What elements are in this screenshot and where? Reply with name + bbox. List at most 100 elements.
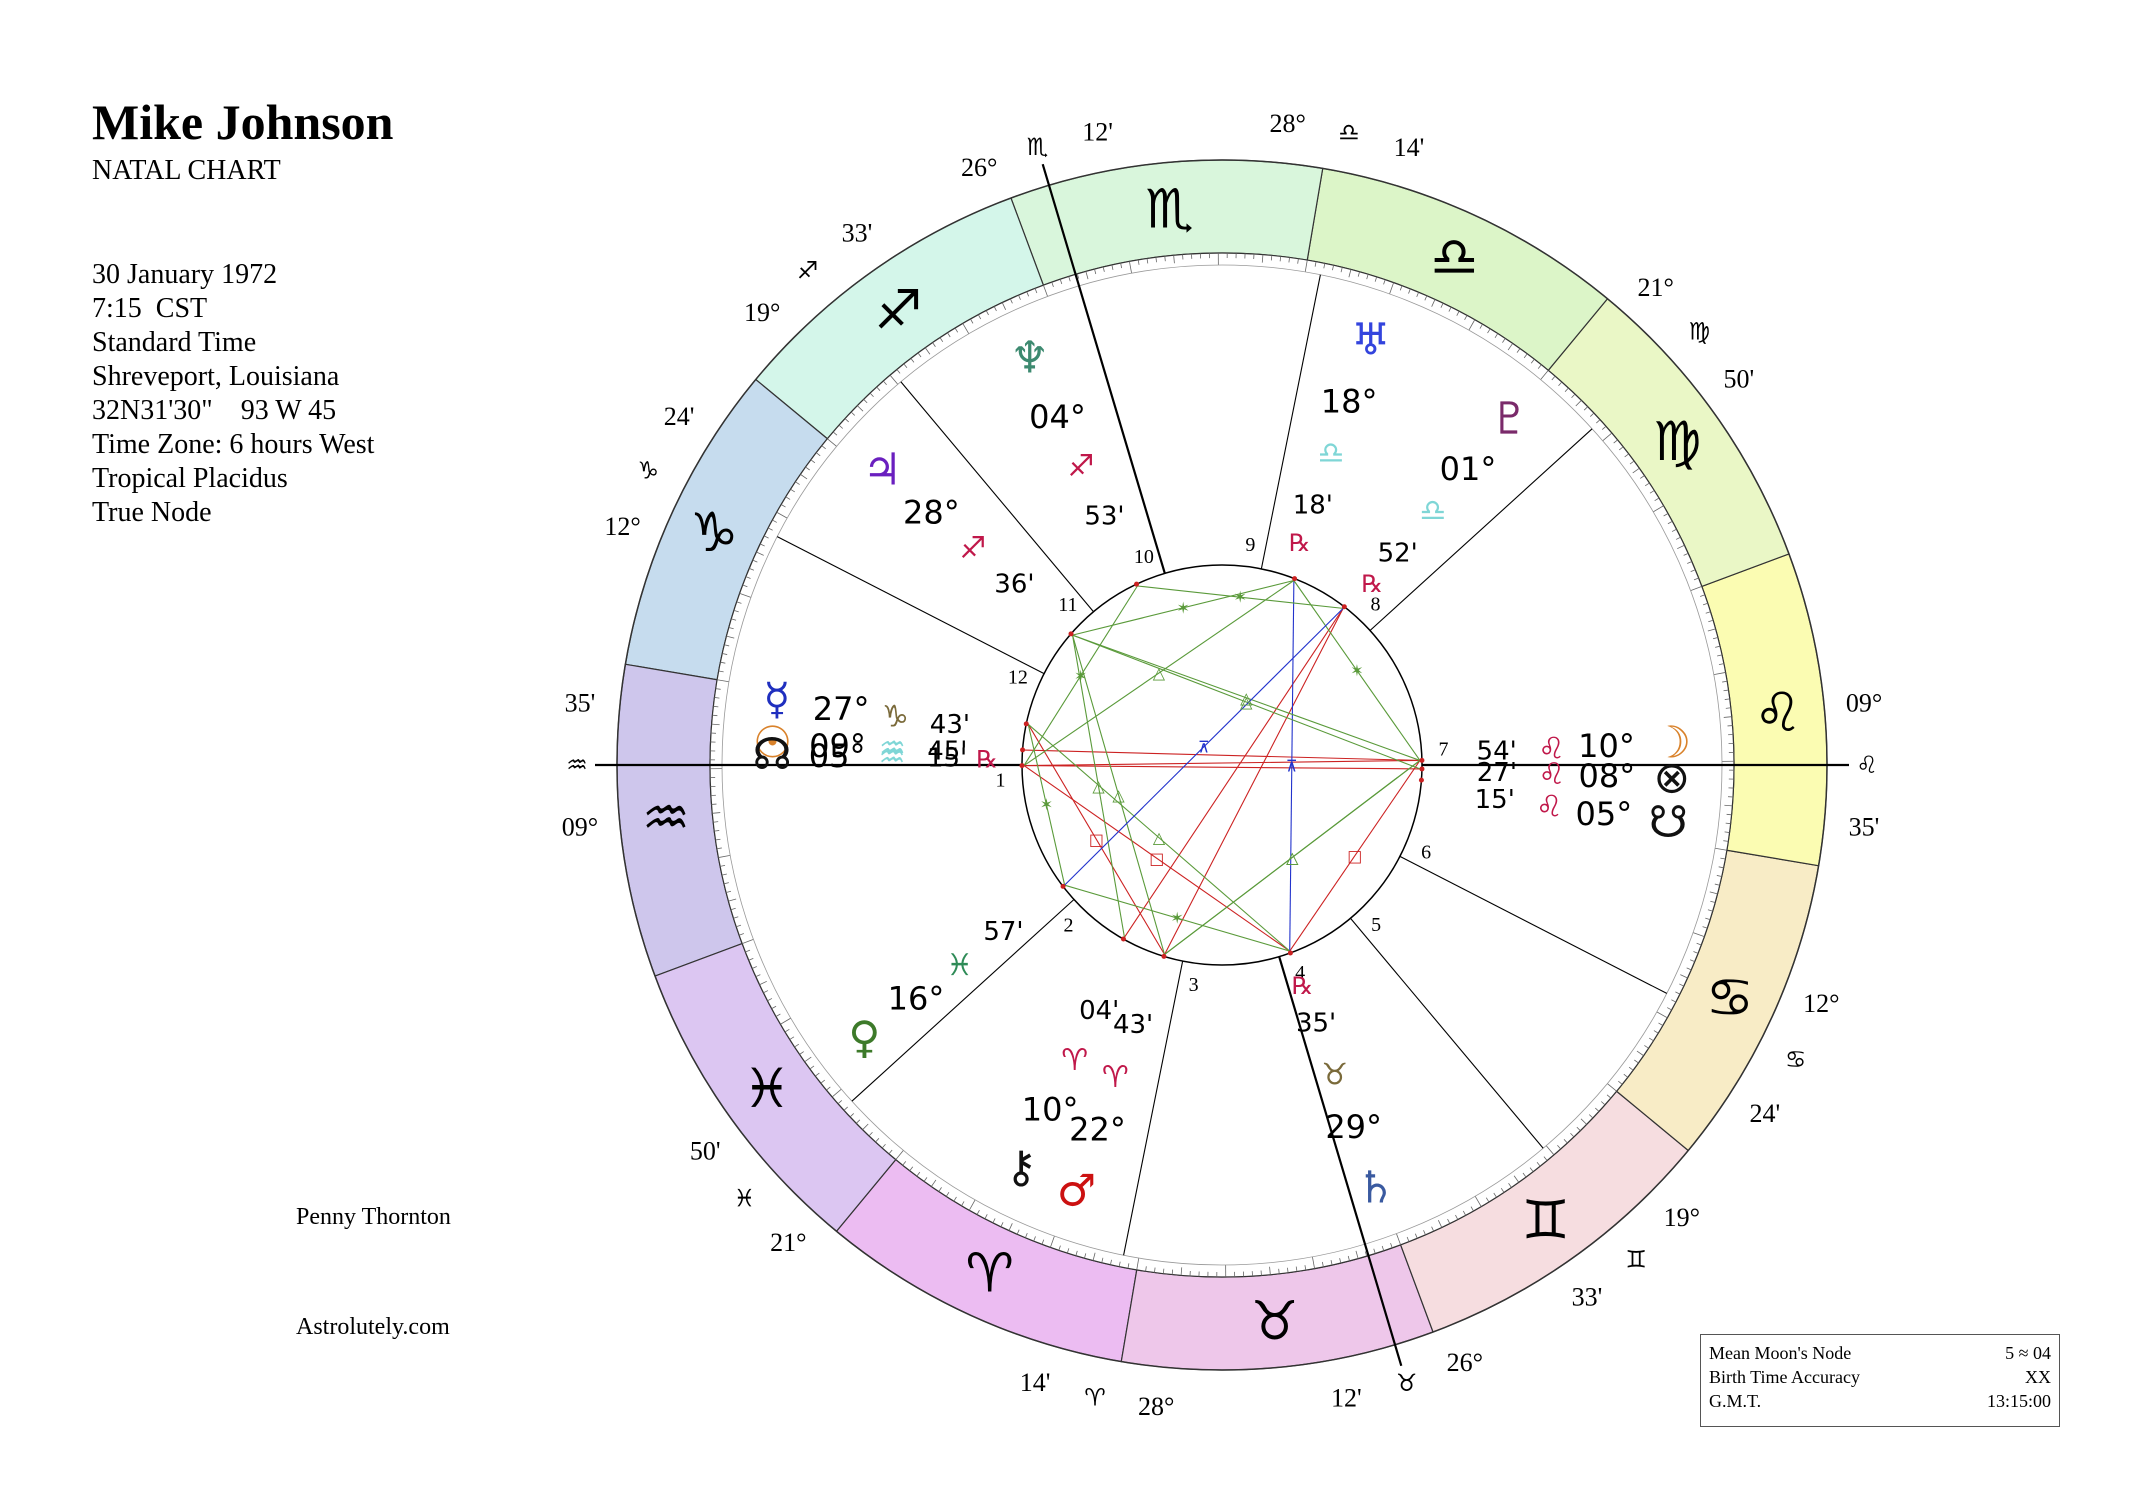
house-cusp-line-12 <box>776 536 1045 675</box>
degree-tick <box>795 481 800 485</box>
degree-tick <box>809 1065 815 1070</box>
aspect-symbol-trine-icon: △ <box>1240 693 1253 712</box>
degree-tick <box>1312 1256 1315 1269</box>
aspect-line-opposition <box>1024 749 1420 761</box>
planet-minutes: 53' <box>1084 501 1124 531</box>
aspect-symbol-sextile-icon: ✶ <box>1040 795 1053 814</box>
planet-marker <box>1292 576 1298 582</box>
degree-tick <box>1718 663 1724 666</box>
degree-tick <box>742 939 754 944</box>
degree-tick <box>863 399 868 404</box>
degree-tick <box>772 519 777 523</box>
planet-sign-icon: ♒ <box>879 740 906 775</box>
degree-tick <box>756 551 764 556</box>
degree-tick <box>1708 619 1714 623</box>
degree-tick <box>992 1218 996 1224</box>
gemini-icon: ♊ <box>1521 1189 1569 1252</box>
info-row: G.M.T. 13:15:00 <box>1709 1389 2051 1413</box>
saturn-icon: ♄ <box>1356 1162 1395 1213</box>
degree-tick <box>869 392 874 398</box>
degree-tick <box>1101 1257 1104 1263</box>
degree-tick <box>888 1149 893 1155</box>
degree-tick <box>1041 1239 1045 1245</box>
degree-tick <box>1000 1222 1004 1227</box>
degree-tick <box>832 431 838 436</box>
degree-tick <box>896 369 901 374</box>
aspect-line-trine <box>1027 723 1291 952</box>
degree-tick <box>1137 259 1140 265</box>
cusp-degree: 28° <box>1270 109 1306 138</box>
degree-tick <box>1723 716 1732 718</box>
degree-tick <box>1636 1050 1644 1056</box>
aspect-line-trine <box>1023 580 1295 767</box>
aspect-symbol-sextile-icon: ✶ <box>1234 588 1247 607</box>
degree-tick <box>1715 645 1721 648</box>
degree-tick <box>1702 602 1708 606</box>
degree-tick <box>739 593 752 598</box>
degree-tick <box>767 998 773 1002</box>
degree-tick <box>1724 831 1730 833</box>
planets <box>1019 576 1425 959</box>
aspect-line-opposition <box>1023 759 1420 767</box>
degree-tick <box>1558 381 1563 387</box>
degree-tick <box>1278 1268 1280 1274</box>
degree-tick <box>1066 1248 1070 1254</box>
planet-degree: 04° <box>1029 398 1086 436</box>
degree-tick <box>755 974 761 978</box>
degree-tick <box>1679 983 1684 987</box>
degree-tick <box>1500 1187 1505 1193</box>
aspect-line-square <box>1023 765 1291 952</box>
degree-tick <box>1162 1268 1165 1274</box>
planet-marker <box>1161 953 1167 959</box>
degree-tick <box>831 1088 842 1098</box>
degree-tick <box>1606 1094 1612 1099</box>
website-credit[interactable]: Astrolutely.com <box>296 1314 450 1340</box>
degree-tick <box>733 609 739 613</box>
degree-tick <box>961 1201 965 1206</box>
degree-tick <box>1068 276 1071 282</box>
degree-tick <box>1723 840 1729 842</box>
degree-tick <box>810 459 816 464</box>
degree-tick <box>1513 1175 1520 1183</box>
aquarius-icon: ♒ <box>642 786 690 849</box>
info-label: Mean Moon's Node <box>1709 1343 1852 1363</box>
house-cusp-line-9 <box>1260 274 1321 570</box>
degree-tick <box>1383 279 1386 285</box>
degree-tick <box>1502 338 1506 343</box>
time-zone: Time Zone: 6 hours West <box>92 429 375 460</box>
degree-tick <box>717 679 730 683</box>
planet-marker <box>1419 757 1425 763</box>
planet-sign-icon: ♌ <box>1538 731 1565 766</box>
degree-tick <box>1494 333 1499 339</box>
aspect-line-trine <box>1071 635 1125 938</box>
degree-tick <box>1009 298 1013 304</box>
degree-tick <box>1686 967 1692 971</box>
cusp-sign-icon: ♎ <box>1338 119 1360 147</box>
degree-tick <box>1687 561 1692 564</box>
cusp-minutes: 33' <box>842 219 873 248</box>
degree-tick <box>1059 279 1063 285</box>
degree-tick <box>1714 847 1727 851</box>
aspect-line-quincunx <box>1064 607 1344 886</box>
degree-tick <box>821 445 826 450</box>
degree-tick <box>1667 520 1673 525</box>
degree-tick <box>1600 1101 1606 1106</box>
house-number: 2 <box>1063 914 1073 936</box>
degree-tick <box>903 363 908 369</box>
aspect-symbol-trine-icon: △ <box>1286 848 1299 867</box>
leo-icon: ♌ <box>1754 681 1802 744</box>
retrograde-icon: ℞ <box>1292 972 1314 1000</box>
degree-tick <box>1640 475 1645 479</box>
degree-tick <box>1102 266 1105 272</box>
degree-tick <box>1588 1114 1594 1119</box>
house-cusp-line-10 <box>1041 163 1166 574</box>
degree-tick <box>962 323 970 335</box>
degree-tick <box>1288 257 1290 263</box>
planet-minutes: 15' <box>927 744 967 774</box>
degree-tick <box>1580 1118 1587 1125</box>
degree-tick <box>1700 594 1706 597</box>
degree-tick <box>711 723 720 726</box>
degree-tick <box>728 627 734 630</box>
cusp-sign-icon: ♓ <box>734 1185 756 1213</box>
degree-tick <box>868 1131 873 1137</box>
